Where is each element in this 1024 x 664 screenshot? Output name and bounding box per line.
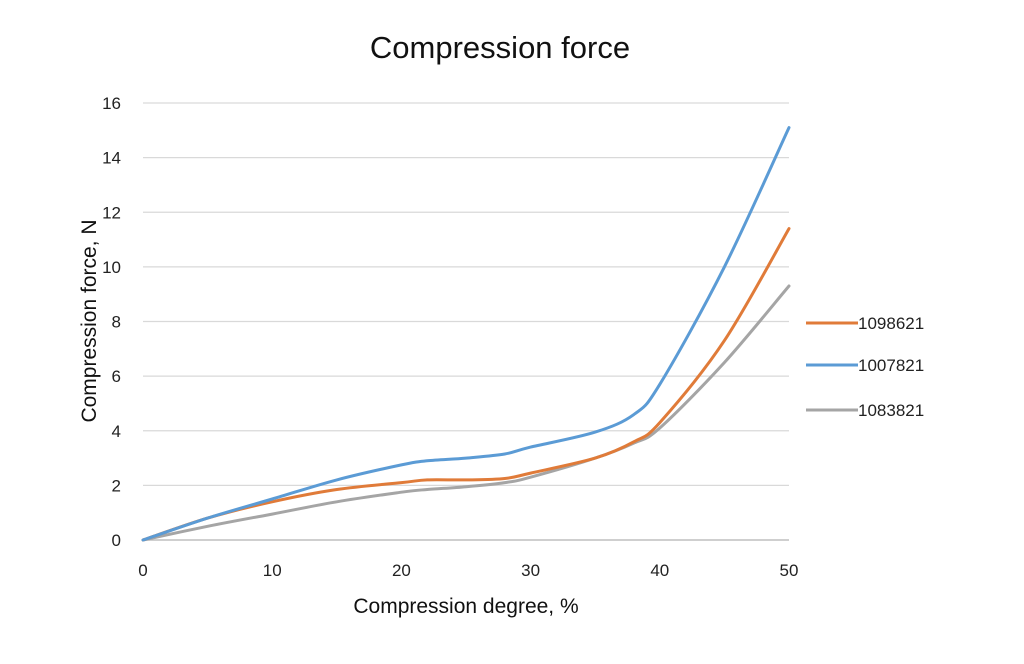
legend-label: 1007821 [858,356,924,375]
x-axis-label: Compression degree, % [353,595,579,618]
y-tick-label: 2 [112,476,121,495]
x-tick-label: 10 [263,561,282,580]
y-tick-label: 4 [112,422,121,441]
legend-label: 1083821 [858,401,924,420]
legend-label: 1098621 [858,314,924,333]
y-tick-label: 12 [102,203,121,222]
x-tick-label: 0 [138,561,147,580]
chart-title: Compression force [369,30,631,65]
series-line-1098621 [141,227,791,542]
y-tick-label: 0 [112,531,121,550]
y-tick-label: 16 [102,94,121,113]
series-line-1083821 [141,284,791,542]
x-tick-label: 40 [650,561,669,580]
y-tick-label: 14 [102,149,121,168]
series-line-1007821 [141,126,791,542]
y-tick-label: 8 [112,313,121,332]
y-tick-label: 6 [112,367,121,386]
x-tick-label: 30 [521,561,540,580]
x-tick-label: 20 [392,561,411,580]
y-tick-label: 10 [102,258,121,277]
x-tick-label: 50 [780,561,799,580]
y-axis-label: Compression force, N [78,219,101,423]
